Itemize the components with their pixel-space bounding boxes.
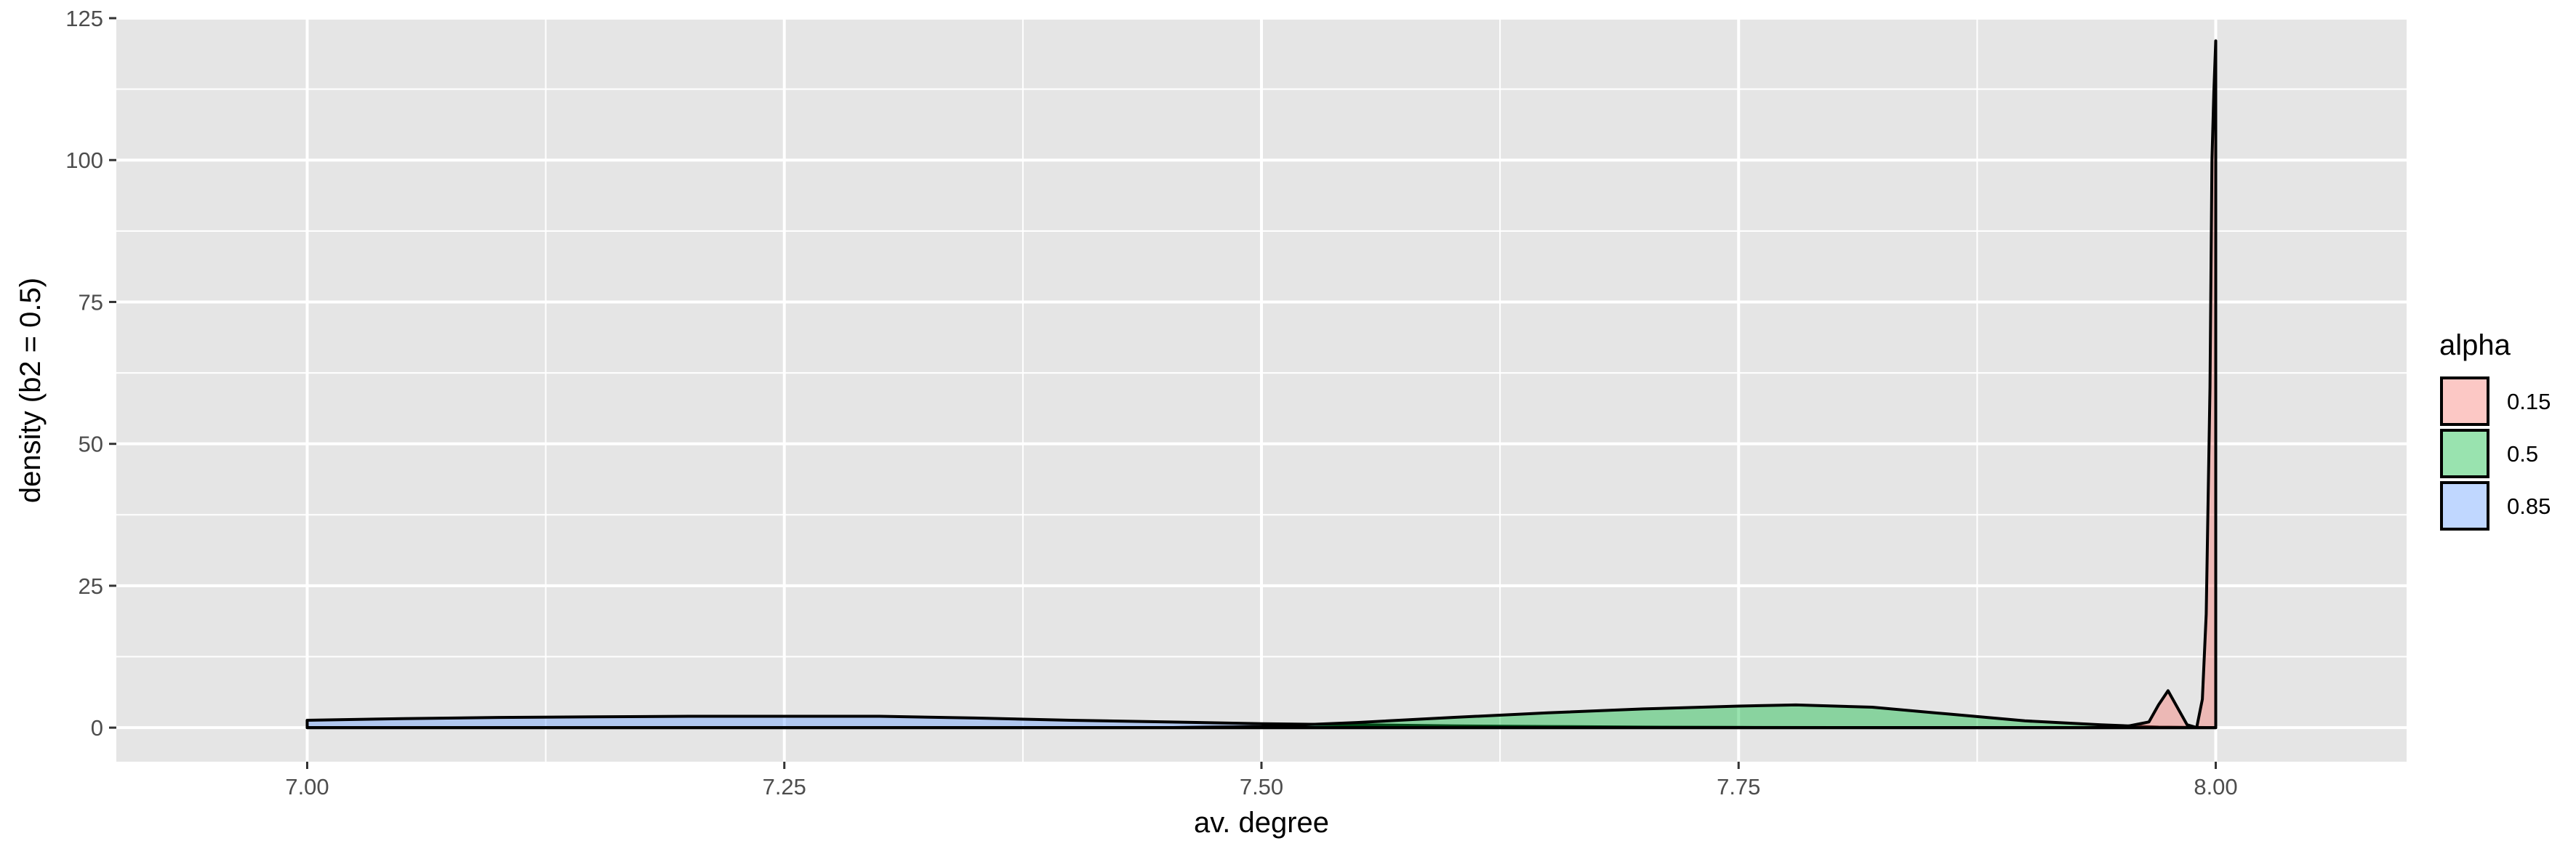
y-axis: 0 25 50 75 100 125: [65, 6, 116, 741]
legend-label: 0.5: [2507, 441, 2538, 467]
y-tick-label: 75: [79, 289, 103, 315]
x-axis-title: av. degree: [1194, 807, 1329, 839]
x-tick-label: 7.00: [285, 774, 329, 799]
x-tick-label: 7.25: [763, 774, 806, 799]
x-tick-label: 7.50: [1240, 774, 1283, 799]
x-axis: 7.00 7.25 7.50 7.75 8.00: [285, 762, 2238, 799]
legend-title: alpha: [2439, 329, 2511, 361]
y-tick-label: 25: [79, 573, 103, 599]
x-tick-label: 8.00: [2194, 774, 2237, 799]
legend-key-0_5: [2440, 429, 2489, 478]
y-tick-label: 125: [65, 6, 103, 31]
x-tick-label: 7.75: [1717, 774, 1760, 799]
y-axis-title: density (b2 = 0.5): [15, 278, 47, 503]
legend-label: 0.85: [2507, 494, 2551, 519]
y-tick-label: 100: [65, 148, 103, 173]
legend-key-0_15: [2440, 376, 2489, 426]
density-area-alpha-0_15: [305, 39, 2218, 730]
legend-key-0_85: [2440, 481, 2489, 531]
y-tick-label: 0: [91, 715, 103, 741]
y-tick-label: 50: [79, 432, 103, 457]
legend: alpha 0.15 0.5 0.85: [2439, 329, 2551, 531]
density-areas: [305, 39, 2218, 730]
legend-label: 0.15: [2507, 389, 2551, 414]
